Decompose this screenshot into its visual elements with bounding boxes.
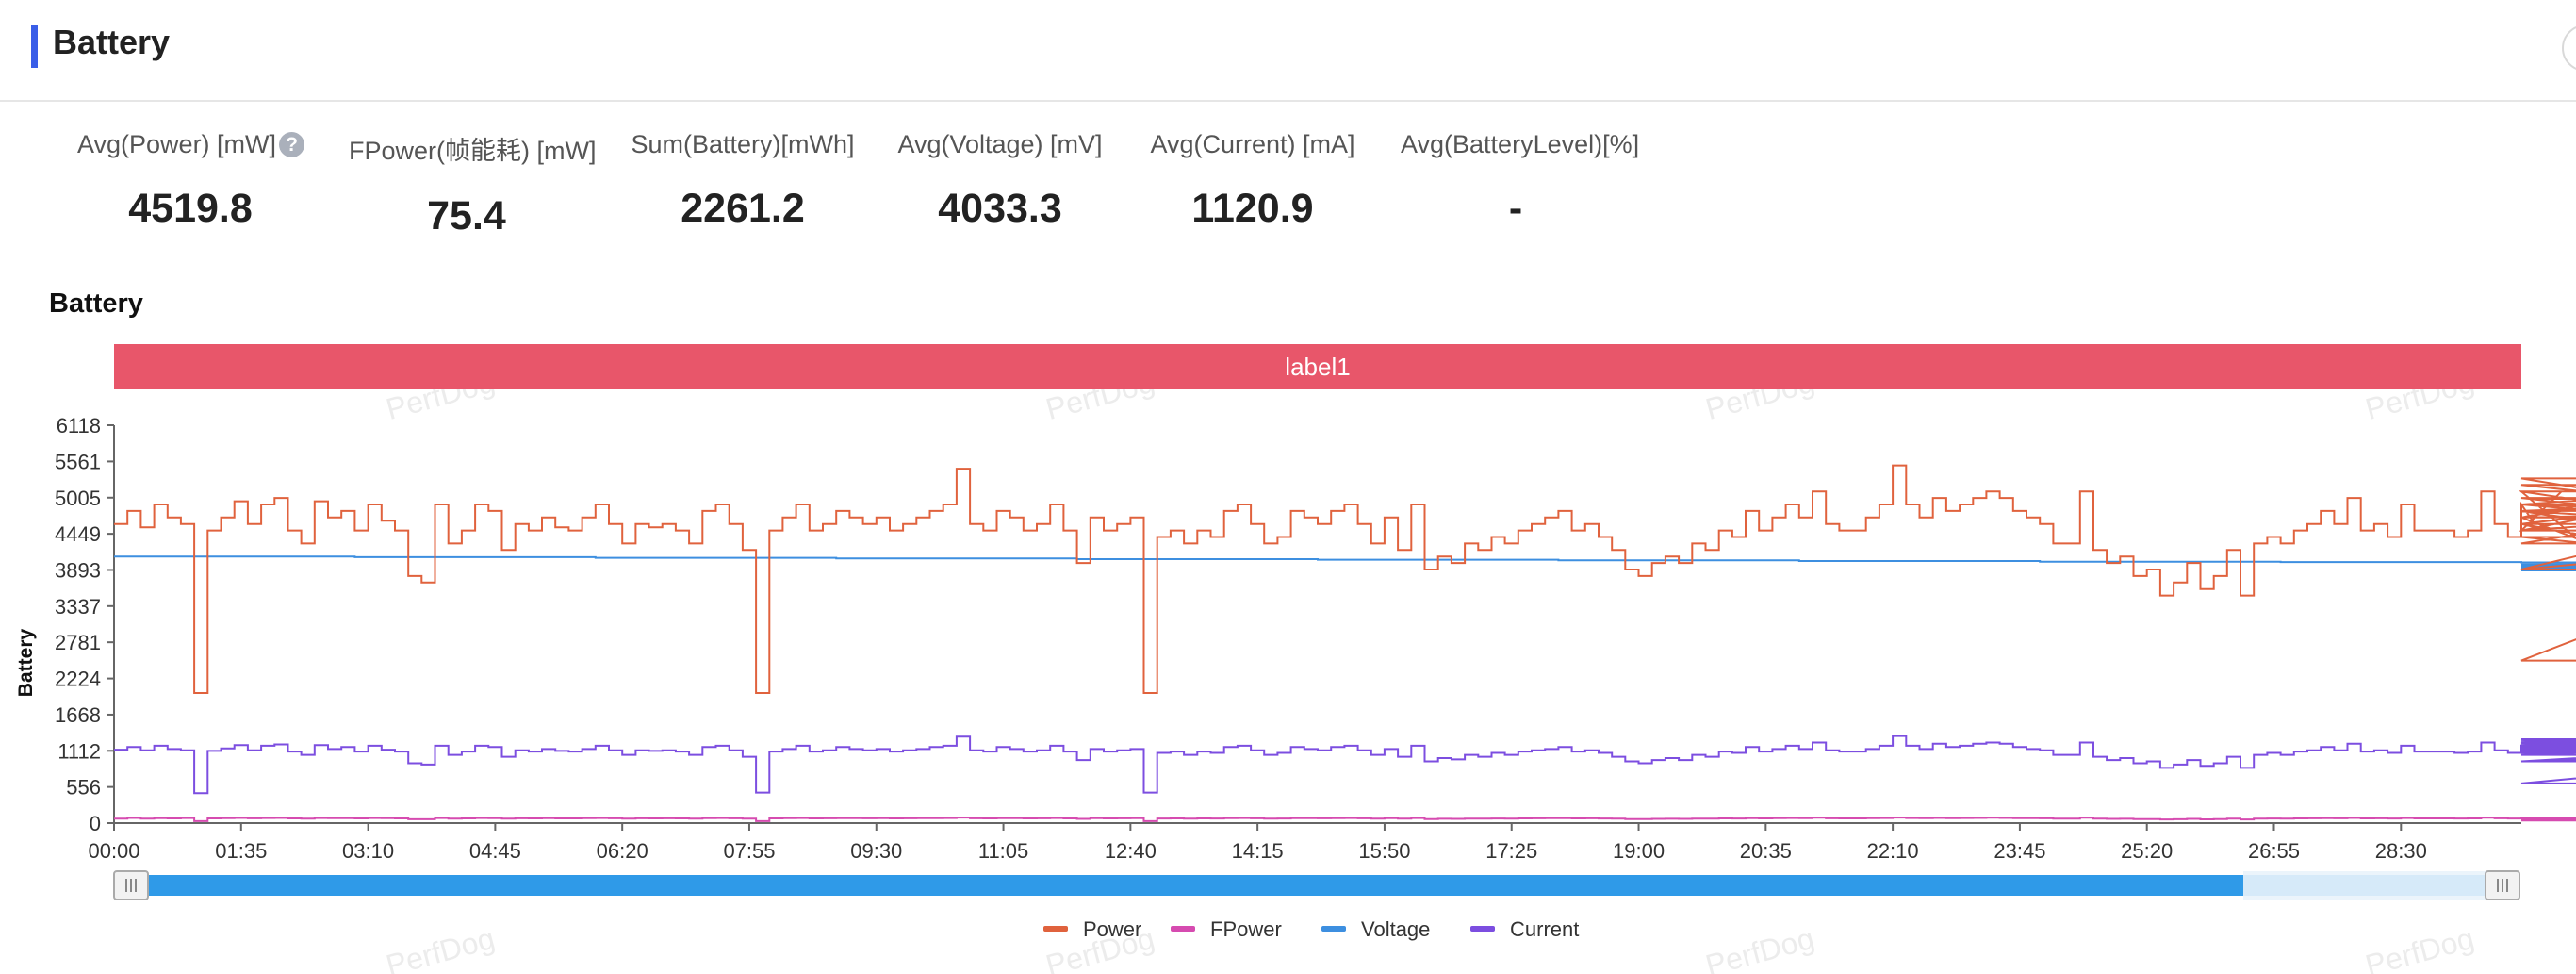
x-tick-label: 09:30 — [850, 839, 902, 863]
y-tick-label: 3337 — [55, 595, 101, 619]
x-tick-label: 06:20 — [597, 839, 648, 863]
stat-label: Avg(Voltage) [mV] — [897, 130, 1103, 158]
legend-label-fpower[interactable]: FPower — [1210, 917, 1282, 941]
page-header: Battery — [0, 0, 2576, 102]
stat-value: 2261.2 — [681, 186, 805, 231]
x-tick-label: 20:35 — [1740, 839, 1792, 863]
stat-value: 1120.9 — [1191, 186, 1314, 231]
stat-fpower: FPower(帧能耗) [mW] 75.4 — [349, 130, 597, 239]
y-tick-label: 1668 — [55, 703, 101, 727]
stat-label: Avg(Power) [mW] — [77, 130, 277, 158]
legend-label-voltage[interactable]: Voltage — [1361, 917, 1430, 941]
y-axis-label: Battery — [15, 629, 37, 698]
x-tick-label: 11:05 — [978, 839, 1028, 863]
watermark-text: PerfDog — [2362, 921, 2478, 974]
legend-swatch-fpower[interactable] — [1171, 926, 1195, 932]
x-tick-label: 04:45 — [469, 839, 521, 863]
y-tick-label: 5561 — [55, 450, 101, 473]
header-accent-bar — [31, 25, 38, 68]
x-tick-label: 28:30 — [2375, 839, 2427, 863]
series-line-power — [114, 464, 2576, 694]
stats-row: Avg(Power) [mW]? 4519.8 FPower(帧能耗) [mW]… — [0, 130, 2576, 253]
y-tick-label: 556 — [66, 776, 101, 800]
help-icon[interactable]: ? — [279, 132, 305, 157]
y-tick-label: 6118 — [57, 414, 101, 437]
stat-label: Sum(Battery)[mWh] — [631, 130, 855, 158]
legend-label-current[interactable]: Current — [1510, 917, 1579, 941]
stat-value: 75.4 — [427, 193, 506, 239]
stat-sum-battery: Sum(Battery)[mWh] 2261.2 — [628, 130, 858, 232]
x-tick-label: 07:55 — [723, 839, 775, 863]
stat-label: FPower(帧能耗) [mW] — [349, 137, 597, 165]
legend-swatch-current[interactable] — [1470, 926, 1495, 932]
x-tick-label: 25:20 — [2121, 839, 2173, 863]
stat-avg-current: Avg(Current) [mA] 1120.9 — [1150, 130, 1355, 232]
x-tick-label: 17:25 — [1485, 839, 1537, 863]
watermark-text: PerfDog — [1702, 921, 1818, 974]
x-tick-label: 23:45 — [1994, 839, 2045, 863]
x-axis: 00:00 01:35 03:10 04:45 06:20 07:55 09:30 11:05… — [88, 822, 2521, 863]
chart-title: Battery — [49, 289, 143, 319]
zoom-slider[interactable] — [113, 870, 2520, 900]
stat-avg-power: Avg(Power) [mW]? 4519.8 — [77, 130, 305, 232]
watermark-text: PerfDog — [383, 921, 499, 974]
y-tick-label: 5005 — [55, 487, 101, 510]
legend-swatch-power[interactable] — [1043, 926, 1068, 932]
x-tick-label: 26:55 — [2248, 839, 2300, 863]
stat-label-wrap: Avg(Power) [mW]? — [77, 130, 305, 159]
legend-label-power[interactable]: Power — [1083, 917, 1141, 941]
x-tick-label: 22:10 — [1867, 839, 1919, 863]
series-line-current — [114, 735, 2576, 795]
stat-label: Avg(Current) [mA] — [1150, 130, 1355, 158]
stat-value: 4033.3 — [938, 186, 1062, 231]
legend[interactable]: Power FPower Voltage Current — [1043, 917, 1579, 941]
series-line-fpower — [114, 817, 2576, 822]
stat-value: 4519.8 — [128, 186, 253, 231]
x-tick-label: 03:10 — [342, 839, 394, 863]
y-tick-label: 0 — [90, 812, 101, 835]
label-band[interactable]: label1 — [114, 344, 2521, 389]
y-tick-label: 3893 — [55, 558, 101, 582]
label-band-text: label1 — [1285, 353, 1350, 381]
zoom-slider-track[interactable] — [114, 875, 2504, 896]
header-circle-button[interactable] — [2562, 25, 2576, 72]
y-axis: 0 556 1112 1668 2224 2781 3337 3893 4449 5005 5561… — [55, 414, 115, 835]
y-tick-label: 2781 — [55, 631, 101, 654]
stat-avg-voltage: Avg(Voltage) [mV] 4033.3 — [897, 130, 1103, 232]
y-tick-label: 4449 — [55, 522, 101, 546]
label-band-rect[interactable] — [114, 344, 2521, 389]
y-tick-label: 2224 — [55, 668, 101, 691]
x-tick-label: 14:15 — [1232, 839, 1284, 863]
x-tick-label: 01:35 — [215, 839, 267, 863]
x-tick-label: 15:50 — [1358, 839, 1410, 863]
stat-value: - — [1508, 186, 1523, 231]
x-tick-label: 19:00 — [1613, 839, 1665, 863]
legend-swatch-voltage[interactable] — [1321, 926, 1346, 932]
zoom-slider-overlay — [2243, 871, 2504, 900]
x-tick-label: 12:40 — [1105, 839, 1157, 863]
page-title: Battery — [53, 23, 171, 61]
stat-label: Avg(BatteryLevel)[%] — [1401, 130, 1640, 158]
series-lines — [114, 464, 2576, 822]
y-tick-label: 1112 — [57, 739, 101, 763]
x-tick-label: 00:00 — [88, 839, 139, 863]
series-line-voltage — [114, 555, 2576, 571]
stat-avg-battery-level: Avg(BatteryLevel)[%] - — [1401, 130, 1640, 232]
